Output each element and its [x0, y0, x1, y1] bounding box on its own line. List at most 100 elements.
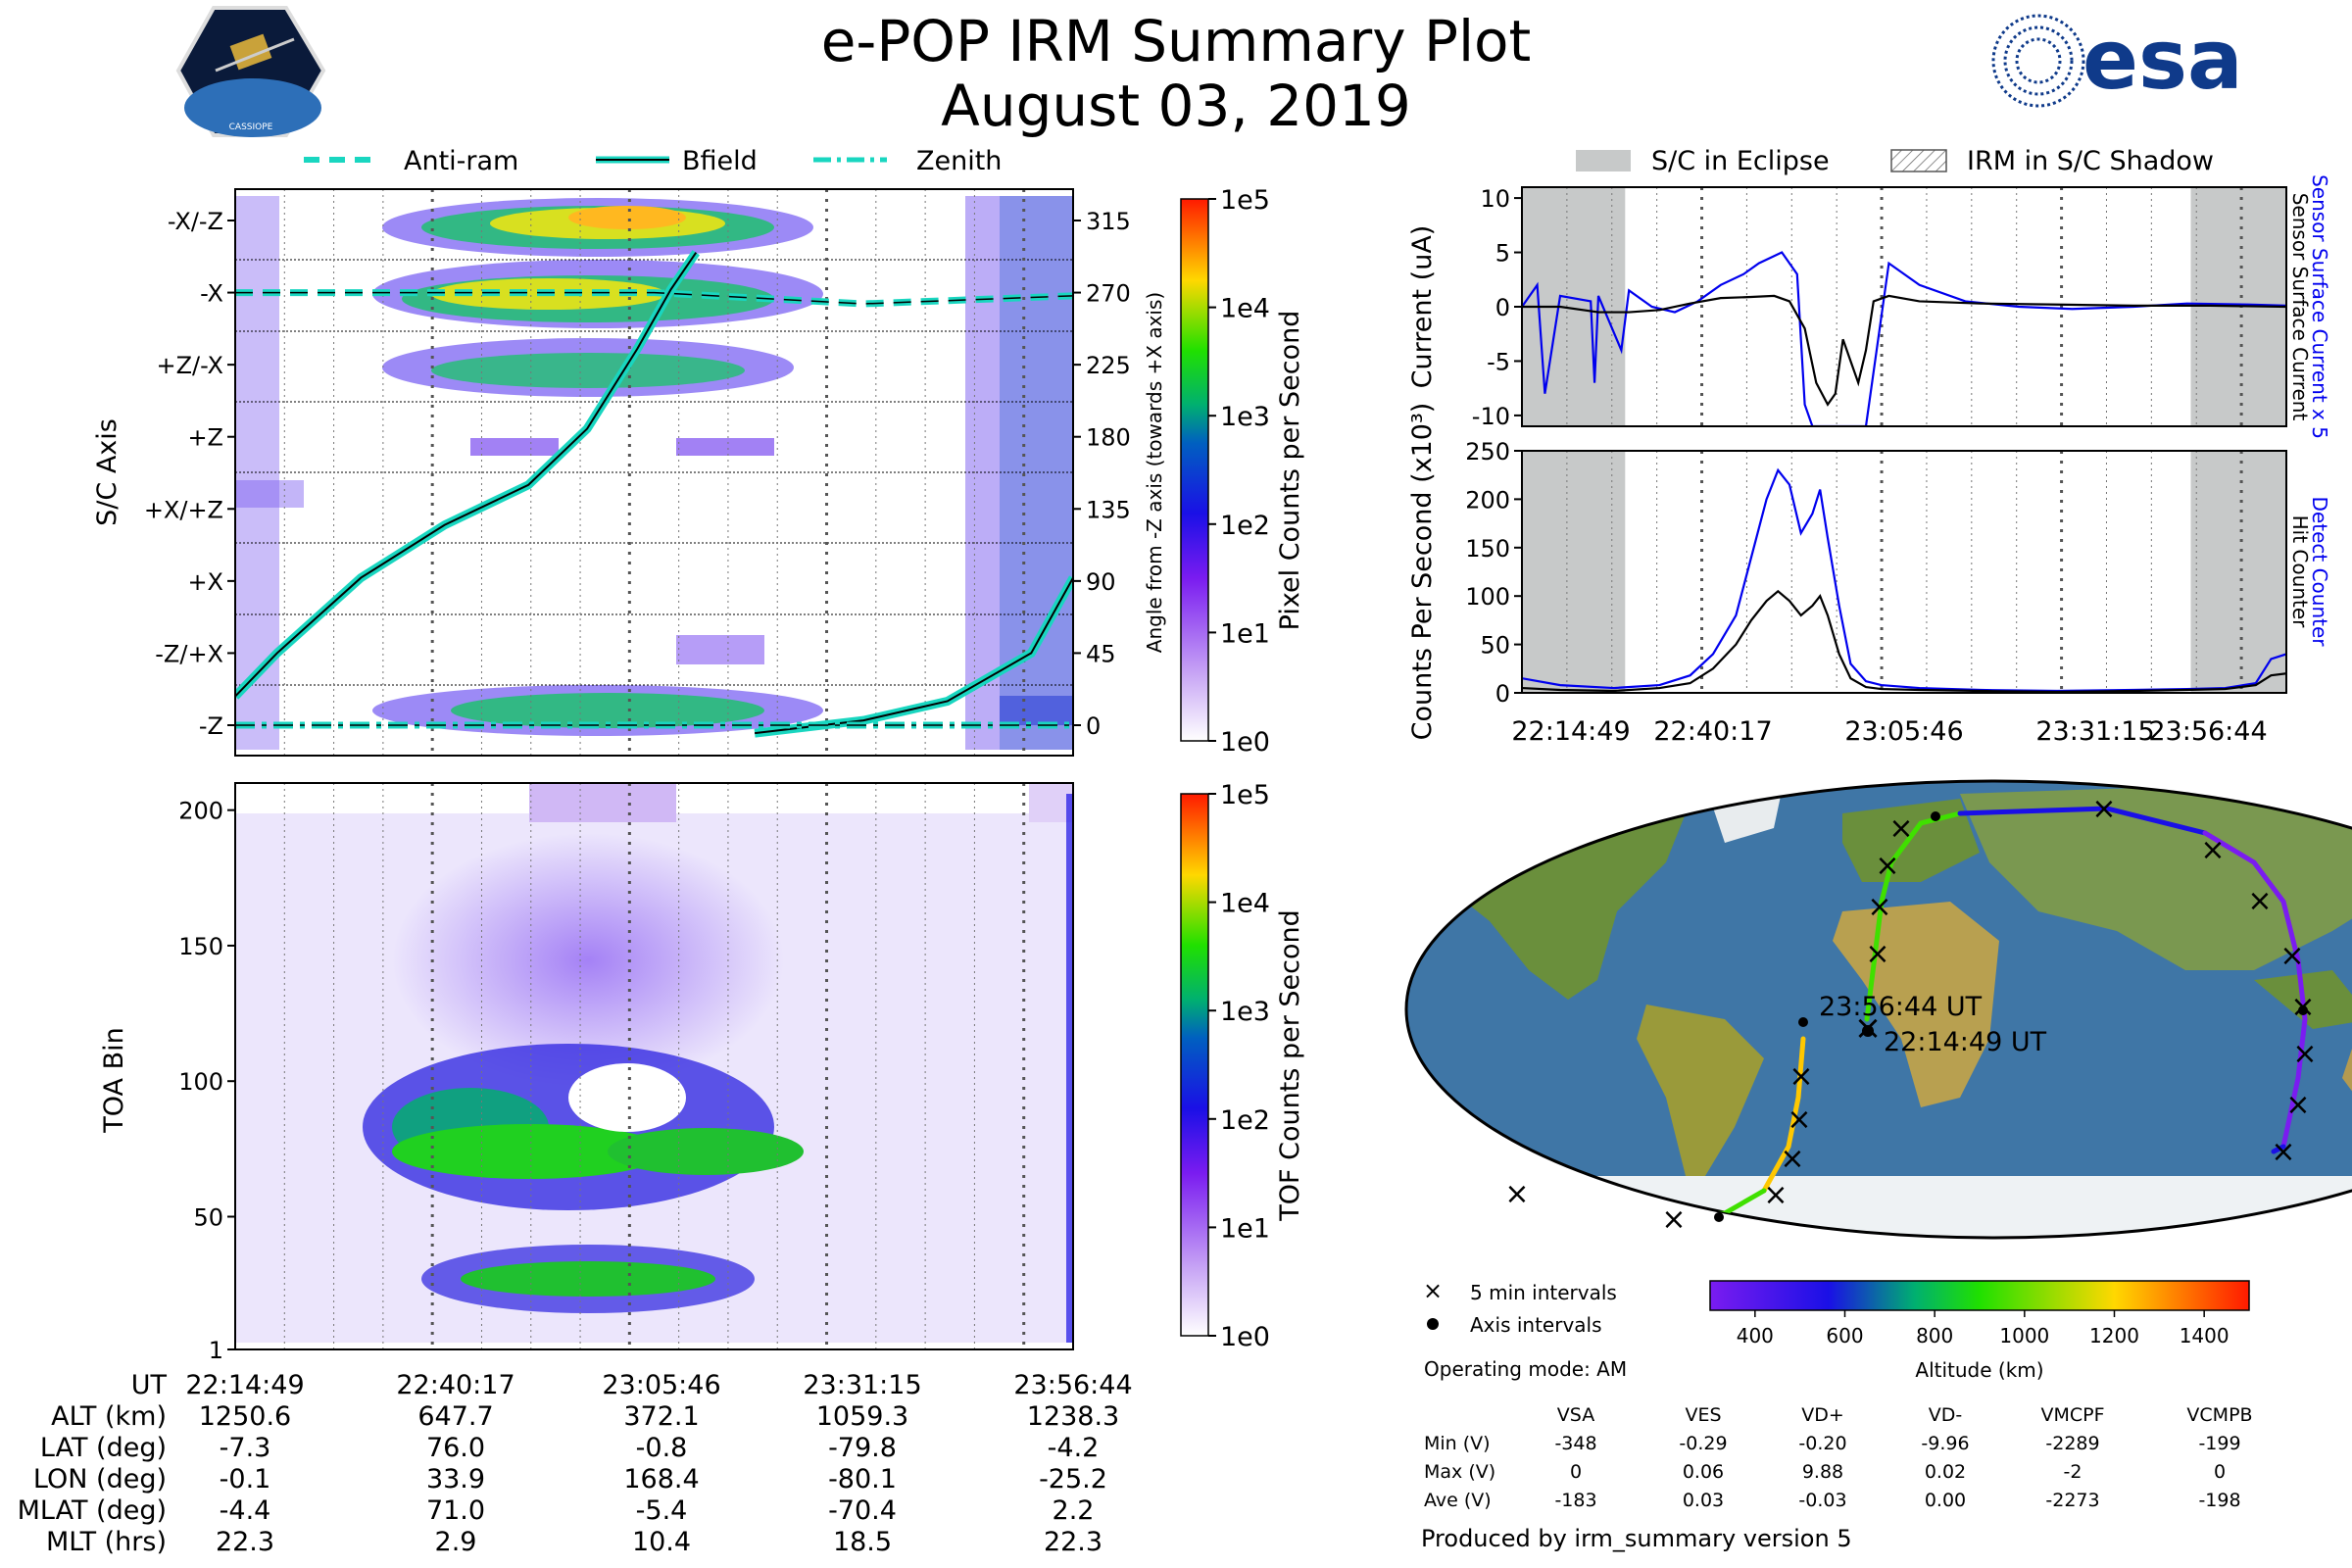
current-frame: [1521, 186, 2287, 427]
voltage-cell: -0.03: [1798, 1490, 1846, 1511]
altitude-label: Altitude (km): [1915, 1358, 2043, 1382]
y-tick-label: 100: [178, 1068, 223, 1096]
series-line: [1522, 467, 2286, 693]
altitude-tick-label: 1200: [2089, 1324, 2139, 1348]
map-label-start: 22:14:49 UT: [1884, 1027, 2047, 1057]
map-label-end: 23:56:44 UT: [1819, 992, 1983, 1022]
table-row-label: MLAT (deg): [18, 1495, 167, 1526]
voltage-cell: 0: [2214, 1461, 2226, 1483]
tof-blobs: [235, 783, 1073, 1349]
colorbar-pixel-ticks: 1e0 1e1 1e2 1e3 1e4 1e5: [1208, 185, 1270, 758]
current-ylabel: Current (uA): [1407, 225, 1438, 389]
altitude-tick-label: 400: [1737, 1324, 1774, 1348]
table-cell: -70.4: [828, 1495, 897, 1526]
voltage-cell: -0.29: [1679, 1433, 1727, 1454]
table-row-label: LAT (deg): [40, 1433, 167, 1463]
title-line1: e-POP IRM Summary Plot: [821, 8, 1532, 74]
esa-logo: esa: [1991, 12, 2243, 108]
svg-text:×: ×: [1787, 1102, 1811, 1137]
table-cell: 1250.6: [199, 1401, 291, 1432]
track-segment-east-south: [2271, 1144, 2286, 1154]
tof-frame: [234, 782, 1074, 1350]
voltage-cell: 9.88: [1802, 1461, 1843, 1483]
right-tick-label: 90: [1086, 568, 1116, 596]
legend-zenith-label: Zenith: [916, 146, 1002, 176]
counts-right-label-1: Detect Counter: [2308, 497, 2331, 648]
series-line: [1522, 251, 2286, 426]
colorbar-pixel-label: Pixel Counts per Second: [1275, 311, 1305, 631]
heatmap-right-ticks: 315 270 225 180 135 90 45 0: [1073, 208, 1131, 740]
svg-text:×: ×: [1504, 1177, 1529, 1211]
table-cell: -7.3: [220, 1433, 271, 1463]
right-tick-label: 225: [1086, 352, 1131, 379]
voltage-cell: 0: [1570, 1461, 1582, 1483]
voltage-header: VCMPB: [2186, 1404, 2252, 1426]
svg-text:×: ×: [1888, 811, 1913, 846]
colorbar-tick-label: 1e3: [1220, 997, 1270, 1027]
table-row-label: LON (deg): [33, 1464, 167, 1494]
svg-text:×: ×: [2279, 939, 2304, 973]
x-tick-label: 22:14:49: [1511, 716, 1630, 747]
colorbar-tick-label: 1e0: [1220, 727, 1270, 758]
colorbar-pixel-bar: [1180, 198, 1209, 742]
current-right-label-1: Sensor Surface Current x 5: [2308, 174, 2331, 439]
track-segment-start: [1761, 1036, 1806, 1194]
legend-axis-marker: [1427, 1318, 1439, 1330]
colorbar-tick-label: 1e0: [1220, 1322, 1270, 1352]
x-tick-label: 23:31:15: [2035, 716, 2154, 747]
right-tick-label: 0: [1086, 712, 1101, 740]
right-tick-label: 135: [1086, 496, 1131, 523]
map-land: [1406, 782, 2352, 1238]
legend-top-left: Anti-ram Bfield Zenith: [304, 146, 1002, 176]
x-tick-label: 23:56:44: [2148, 716, 2267, 747]
table-cell: 2.9: [435, 1527, 477, 1557]
heatmap-right-label: Angle from -Z axis (towards +X axis): [1143, 292, 1166, 653]
y-tick-label: -10: [1472, 403, 1510, 430]
legend-eclipse-swatch: [1576, 150, 1631, 172]
map-legend: × 5 min intervals Axis intervals Operati…: [1423, 1277, 1627, 1381]
counts-time-grid: [1566, 451, 2243, 693]
colorbar-tick-label: 1e5: [1220, 185, 1270, 216]
table-cell: 23:31:15: [803, 1370, 921, 1400]
x-tick-label: 22:40:17: [1653, 716, 1772, 747]
y-tick-label: 0: [1495, 294, 1510, 321]
colorbar-tick-label: 1e3: [1220, 402, 1270, 432]
table-cell: 2.2: [1053, 1495, 1095, 1526]
heatmap-dividers: [235, 259, 1073, 686]
footer: Produced by irm_summary version 5: [1421, 1525, 1852, 1552]
y-category-label: -Z: [199, 712, 223, 740]
colorbar-tof: 1e0 1e1 1e2 1e3 1e4 1e5 TOF Counts per Second: [1180, 780, 1305, 1352]
cassiope-logo-text: CASSIOPE: [229, 122, 273, 132]
table-cell: 18.5: [833, 1527, 892, 1557]
legend-shadow-swatch: [1890, 149, 1947, 172]
table-cell: -25.2: [1039, 1464, 1107, 1494]
voltage-cell: 0.00: [1925, 1490, 1966, 1511]
y-tick-label: 5: [1495, 240, 1510, 268]
y-tick-label: -5: [1487, 348, 1510, 375]
svg-text:×: ×: [1661, 1202, 1686, 1237]
y-category-label: +Z: [187, 424, 223, 452]
bottom-table: UT 22:14:49 22:40:17 23:05:46 23:31:15 23:56:…: [18, 1370, 1133, 1557]
eclipse-span: [1522, 451, 1626, 693]
voltage-header: VSA: [1557, 1404, 1594, 1426]
colorbar-tick-label: 1e4: [1220, 294, 1270, 324]
panel-current: 10 5 0 -5 -10 Current (uA) Sensor Surface Cu…: [1407, 174, 2331, 439]
y-category-label: -Z/+X: [155, 640, 223, 667]
table-cell: 76.0: [426, 1433, 485, 1463]
colorbar-tof-bar: [1180, 793, 1209, 1337]
svg-text:×: ×: [1788, 1059, 1813, 1094]
panel-counts: 0 50 100 150 200 250 Counts Per Second (x10³)…: [1407, 403, 2331, 747]
track-segment-wrap-north: [1864, 810, 1963, 1022]
heatmap-ylabel: S/C Axis: [92, 418, 122, 526]
y-tick-label: 200: [1465, 486, 1510, 514]
table-row-label: UT: [131, 1370, 168, 1400]
heatmap-lines: [235, 250, 1073, 738]
voltage-header: VES: [1685, 1404, 1721, 1426]
voltage-row-label: Min (V): [1424, 1433, 1491, 1454]
voltage-cell: -9.96: [1921, 1433, 1969, 1454]
voltage-cell: -198: [2198, 1490, 2240, 1511]
